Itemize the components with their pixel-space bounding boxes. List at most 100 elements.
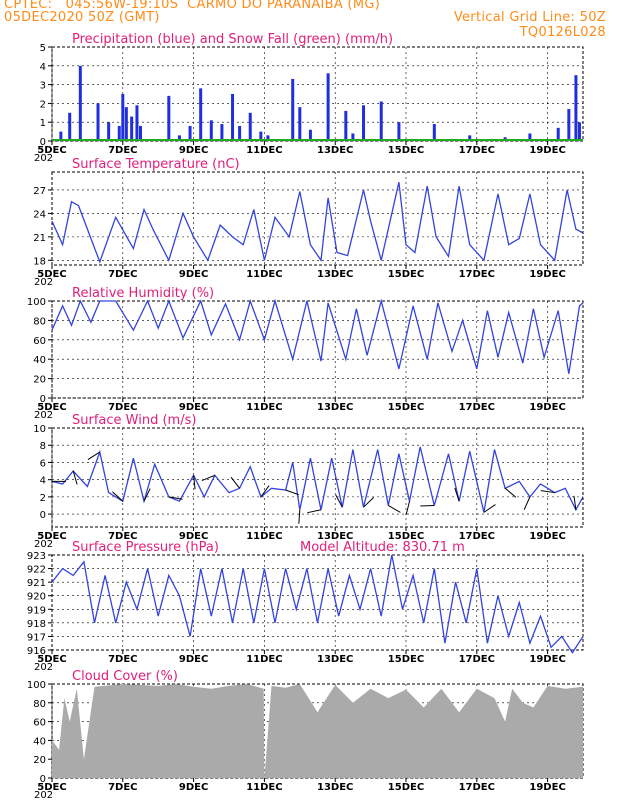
precip-bar: [117, 125, 121, 141]
y-tick-label: 100: [27, 680, 46, 691]
x-tick-label: 13DEC: [317, 145, 353, 156]
precip-bar: [121, 94, 125, 141]
y-tick-label: 0: [40, 137, 46, 148]
model-code: TQ0126L028: [519, 25, 606, 40]
y-tick-label: 100: [27, 297, 46, 308]
y-tick-label: 80: [33, 699, 46, 710]
x-tick-label: 7DEC: [108, 269, 137, 280]
y-tick-label: 21: [33, 233, 46, 244]
x-tick-label: 17DEC: [459, 402, 495, 413]
precip-bar: [259, 131, 263, 141]
y-tick-label: 0: [40, 510, 46, 521]
wind-arrow: [388, 505, 401, 513]
precip-bar: [78, 65, 82, 141]
x-tick-label: 19DEC: [529, 145, 565, 156]
x-tick-label: 17DEC: [459, 654, 495, 665]
precip-bar: [308, 129, 312, 141]
y-tick-label: 6: [40, 458, 46, 469]
panel-annotation: Model Altitude: 830.71 m: [300, 540, 465, 555]
precip-bar: [326, 73, 330, 141]
x-tick-label: 7DEC: [108, 531, 137, 542]
y-tick-label: 18: [33, 256, 46, 267]
y-tick-label: 916: [27, 646, 46, 657]
station-header: CPTEC: 045:56W-19:10S CARMO DO PARANAIBA…: [4, 0, 381, 12]
precip-bar: [291, 78, 295, 141]
wind-arrow: [201, 474, 216, 482]
wind-arrow: [193, 475, 196, 490]
wind-arrow: [168, 496, 183, 500]
precip-bar: [59, 131, 63, 141]
precip-bar: [167, 95, 171, 141]
precip-bar: [344, 110, 348, 141]
y-tick-label: 0: [40, 774, 46, 785]
precip-bar: [238, 125, 242, 141]
panel-2: 0 20 40 60 80 100 5DEC 7DEC 9DEC 11DEC 13DEC 15DEC 1…: [27, 286, 584, 421]
x-tick-label: 5DEC: [37, 145, 66, 156]
x-tick-label: 11DEC: [246, 654, 282, 665]
x-tick-label: 9DEC: [179, 782, 208, 793]
y-tick-label: 920: [27, 592, 46, 603]
y-tick-label: 60: [33, 718, 46, 729]
precip-bar: [231, 94, 235, 141]
x-tick-label: 11DEC: [246, 402, 282, 413]
series-line: [51, 554, 584, 654]
y-tick-label: 8: [40, 441, 46, 452]
y-tick-label: 918: [27, 619, 46, 630]
wind-arrow: [298, 509, 301, 524]
x-tick-label: 15DEC: [388, 269, 424, 280]
y-tick-label: 27: [33, 186, 46, 197]
y-tick-label: 1: [40, 118, 46, 129]
y-tick-label: 2: [40, 99, 46, 110]
y-tick-label: 4: [40, 476, 46, 487]
wind-arrow: [335, 494, 343, 508]
precip-bar: [130, 116, 134, 141]
x-tick-label: 17DEC: [459, 782, 495, 793]
x-tick-label: 17DEC: [459, 531, 495, 542]
panel-title: Surface Temperature (nC): [72, 157, 240, 172]
wind-arrow: [540, 490, 555, 494]
precip-bar: [379, 101, 383, 141]
precip-bar: [199, 88, 203, 141]
precip-bar: [107, 122, 111, 141]
panel-frame: [51, 554, 584, 651]
wind-arrow: [573, 495, 577, 510]
x-tick-label: 15DEC: [388, 145, 424, 156]
precip-bar: [266, 135, 270, 141]
wind-arrow: [112, 491, 124, 502]
x-tick-label: 11DEC: [246, 269, 282, 280]
x-tick-label: 9DEC: [179, 654, 208, 665]
precip-bar: [362, 105, 366, 141]
precip-bar: [577, 122, 581, 141]
precip-bar: [432, 124, 436, 141]
y-tick-label: 0: [40, 394, 46, 405]
x-tick-label: 19DEC: [529, 402, 565, 413]
y-tick-label: 20: [33, 755, 46, 766]
y-tick-label: 921: [27, 578, 46, 589]
x-tick-label: 17DEC: [459, 145, 495, 156]
panel-frame: [51, 300, 584, 399]
precip-bar: [468, 135, 472, 141]
wind-arrow: [230, 476, 241, 489]
year-stub: 202: [34, 410, 53, 421]
panel-title: Surface Pressure (hPa): [72, 540, 219, 555]
x-tick-label: 9DEC: [179, 402, 208, 413]
precip-bar: [96, 103, 100, 141]
x-tick-label: 11DEC: [246, 145, 282, 156]
y-tick-label: 922: [27, 565, 46, 576]
year-stub: 202: [34, 790, 53, 800]
precip-bar: [124, 107, 128, 141]
precip-bar: [567, 109, 571, 141]
x-tick-label: 13DEC: [317, 654, 353, 665]
wind-arrow: [405, 501, 411, 515]
x-tick-label: 7DEC: [108, 402, 137, 413]
panel-0: 0 1 2 3 4 5 5DEC 7DEC 9DEC 11DEC 13DEC 15DEC 17DEC 19…: [34, 32, 584, 164]
y-tick-label: 10: [33, 424, 46, 435]
y-tick-label: 60: [33, 336, 46, 347]
year-stub: 202: [34, 277, 53, 288]
y-tick-label: 24: [33, 209, 46, 220]
x-tick-label: 13DEC: [317, 402, 353, 413]
panel-3: 0 2 4 6 8 10 5DEC 7DEC 9DEC 11DEC 13DEC 15DEC 17DEC 1…: [33, 413, 584, 550]
run-date: 05DEC2020 50Z (GMT): [4, 10, 160, 25]
y-tick-label: 40: [33, 355, 46, 366]
